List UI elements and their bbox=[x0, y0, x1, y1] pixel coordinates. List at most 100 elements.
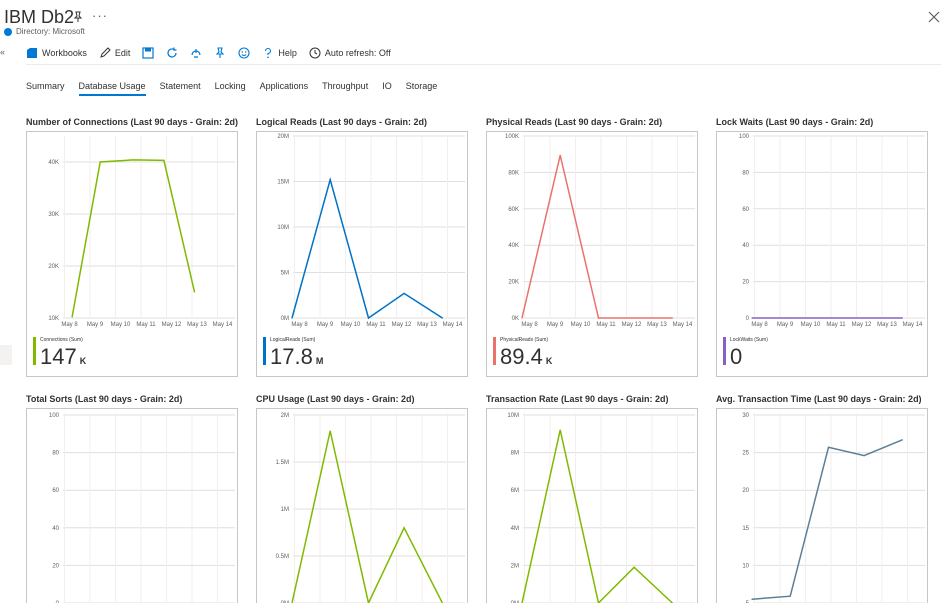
x-tick-label: May 9 bbox=[87, 322, 104, 328]
tile-chart-box: 0M 5M 10M 15M 20M May 8 May 9 May 10 May 11 May 1… bbox=[256, 131, 468, 377]
legend-label: LogicalReads (Sum) bbox=[270, 337, 316, 343]
x-tick-label: May 14 bbox=[673, 322, 693, 328]
tile-title: Lock Waits (Last 90 days - Grain: 2d) bbox=[716, 117, 874, 127]
tab-throughput[interactable]: Throughput bbox=[322, 81, 369, 91]
y-tick-label: 30K bbox=[48, 212, 59, 218]
series-line bbox=[291, 176, 443, 320]
y-tick-label: 5M bbox=[281, 271, 289, 277]
autorefresh-button[interactable]: Auto refresh: Off bbox=[309, 47, 391, 59]
toolbar-divider bbox=[26, 64, 941, 65]
clock-icon bbox=[309, 47, 321, 59]
data-point bbox=[559, 429, 561, 431]
legend-value: 89.4 K bbox=[500, 344, 552, 370]
workbooks-label: Workbooks bbox=[42, 48, 87, 58]
x-tick-label: May 10 bbox=[111, 322, 131, 328]
data-point bbox=[901, 317, 903, 319]
legend-color-bar bbox=[493, 337, 496, 365]
help-button[interactable]: Help bbox=[262, 47, 297, 59]
x-tick-label: May 10 bbox=[801, 322, 821, 328]
x-tick-label: May 13 bbox=[877, 322, 897, 328]
legend-label: LockWaits (Sum) bbox=[730, 337, 768, 343]
y-tick-label: 20 bbox=[52, 563, 59, 569]
sidebar-stub bbox=[0, 345, 12, 365]
x-tick-label: May 12 bbox=[392, 322, 412, 328]
data-point bbox=[901, 439, 903, 441]
autorefresh-label: Auto refresh: Off bbox=[324, 48, 391, 58]
x-tick-label: May 11 bbox=[136, 322, 156, 328]
toolbar: Workbooks Edit Help Auto refresh: Off bbox=[26, 45, 403, 61]
x-tick-label: May 10 bbox=[341, 322, 361, 328]
tab-statement[interactable]: Statement bbox=[159, 81, 201, 91]
x-tick-label: May 12 bbox=[622, 322, 642, 328]
tile-chart-box: 0 20 40 60 80 100 bbox=[26, 408, 238, 603]
series-line bbox=[291, 430, 444, 603]
y-tick-label: 1.5M bbox=[276, 460, 289, 466]
collapse-sidebar-icon[interactable]: « bbox=[0, 47, 6, 57]
smiley-icon[interactable] bbox=[238, 47, 250, 59]
x-tick-label: May 9 bbox=[317, 322, 334, 328]
legend-number: 0 bbox=[730, 344, 743, 369]
info-icon bbox=[4, 28, 12, 36]
x-tick-label: May 11 bbox=[596, 322, 616, 328]
y-tick-label: 10M bbox=[277, 225, 289, 231]
data-point bbox=[291, 602, 293, 603]
y-tick-label: 8M bbox=[511, 451, 519, 457]
x-tick-label: May 11 bbox=[366, 322, 386, 328]
y-tick-label: 6M bbox=[511, 488, 519, 494]
edit-button[interactable]: Edit bbox=[99, 47, 130, 59]
tile-chart-box: 0M 0.5M 1M 1.5M 2M bbox=[256, 408, 468, 603]
data-point bbox=[441, 317, 443, 319]
cpu-usage-chart: 0M 0.5M 1M 1.5M 2M bbox=[276, 413, 465, 603]
pin-dashboard-icon[interactable] bbox=[214, 47, 226, 59]
legend-value: 0 bbox=[730, 344, 745, 370]
legend-unit: K bbox=[545, 356, 553, 366]
share-icon[interactable] bbox=[190, 47, 202, 59]
y-tick-label: 20 bbox=[742, 280, 749, 286]
y-tick-label: 0 bbox=[746, 316, 750, 322]
legend-color-bar bbox=[33, 337, 36, 365]
legend-label: Connections (Sum) bbox=[40, 337, 83, 343]
tab-locking[interactable]: Locking bbox=[214, 81, 246, 91]
y-tick-label: 40K bbox=[508, 243, 519, 249]
pin-icon[interactable] bbox=[72, 11, 84, 23]
save-icon[interactable] bbox=[142, 47, 154, 59]
y-tick-label: 15 bbox=[742, 526, 749, 532]
y-tick-label: 40K bbox=[48, 160, 59, 166]
tile-title: Total Sorts (Last 90 days - Grain: 2d) bbox=[26, 394, 183, 404]
data-point bbox=[403, 292, 405, 295]
data-point bbox=[329, 430, 331, 432]
refresh-icon[interactable] bbox=[166, 47, 178, 59]
tab-summary[interactable]: Summary bbox=[26, 81, 65, 91]
tab-database-usage[interactable]: Database Usage bbox=[78, 81, 146, 96]
legend-number: 17.8 bbox=[270, 344, 313, 369]
avg-transaction-time-chart: 5 10 15 20 25 30 bbox=[742, 413, 925, 603]
tile-chart-box: 0M 2M 4M 6M 8M 10M bbox=[486, 408, 698, 603]
lock-waits-tile: Lock Waits (Last 90 days - Grain: 2d) 0 2… bbox=[716, 117, 928, 377]
close-icon[interactable] bbox=[928, 11, 940, 23]
tab-bar: Summary Database Usage Statement Locking… bbox=[26, 81, 451, 96]
y-tick-label: 10M bbox=[507, 413, 519, 419]
data-point bbox=[863, 455, 865, 457]
physical-reads-chart: 0K 20K 40K 60K 80K 100K May 8 May 9 May 10 May 11… bbox=[505, 134, 695, 328]
y-tick-label: 80 bbox=[742, 170, 749, 176]
more-icon[interactable]: ··· bbox=[92, 8, 108, 23]
tab-applications[interactable]: Applications bbox=[259, 81, 309, 91]
y-tick-label: 100 bbox=[739, 134, 750, 140]
data-point bbox=[597, 317, 600, 319]
tab-io[interactable]: IO bbox=[382, 81, 392, 91]
x-tick-label: May 10 bbox=[571, 322, 591, 328]
tile-chart-box: 10K 20K 30K 40K May 8 May 9 May 10 May 11 May 12… bbox=[26, 131, 238, 377]
transaction-rate-chart: 0M 2M 4M 6M 8M 10M bbox=[507, 413, 695, 603]
data-point bbox=[789, 595, 791, 597]
y-tick-label: 2M bbox=[511, 563, 519, 569]
tab-storage[interactable]: Storage bbox=[405, 81, 438, 91]
y-tick-label: 15M bbox=[277, 180, 289, 186]
logical-reads-chart: 0M 5M 10M 15M 20M May 8 May 9 May 10 May 11 May 1… bbox=[277, 134, 465, 328]
y-tick-label: 60 bbox=[742, 207, 749, 213]
data-point bbox=[71, 316, 73, 318]
legend-label: PhysicalReads (Sum) bbox=[500, 337, 549, 343]
avg-transaction-time-tile: Avg. Transaction Time (Last 90 days - Gr… bbox=[716, 394, 928, 603]
x-tick-label: May 13 bbox=[647, 322, 667, 328]
workbooks-button[interactable]: Workbooks bbox=[26, 47, 87, 59]
question-icon bbox=[265, 47, 272, 59]
